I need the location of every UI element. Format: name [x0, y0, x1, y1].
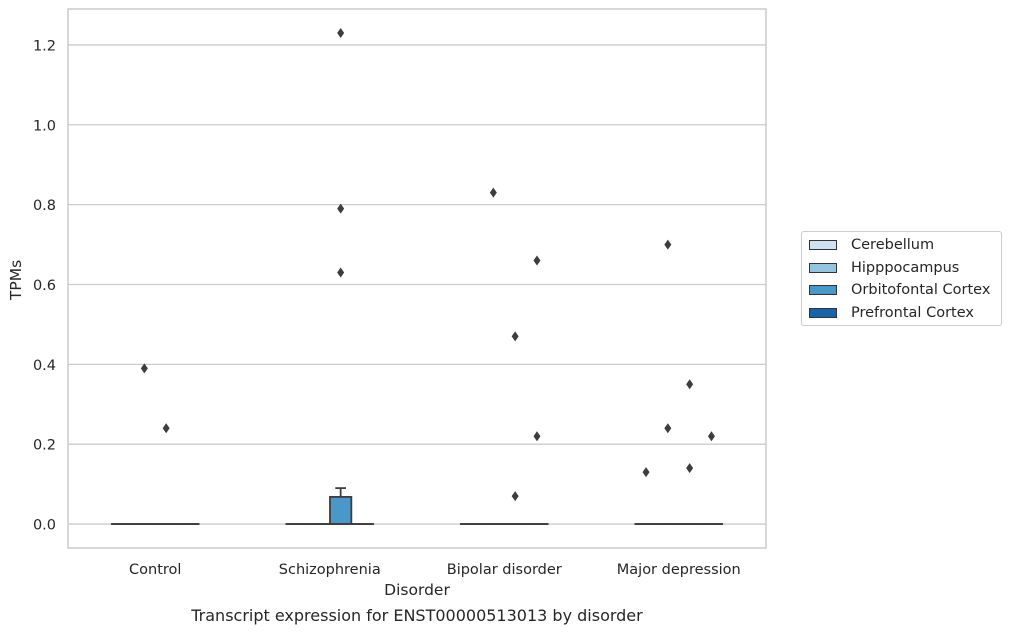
legend-label: Orbitofontal Cortex [851, 282, 991, 298]
legend: Cerebellum Hipppocampus Orbitofontal Corte… [801, 231, 1002, 326]
x-tick-label: Bipolar disorder [447, 562, 562, 578]
outlier-point [664, 423, 672, 434]
legend-label: Prefrontal Cortex [851, 304, 974, 321]
box [329, 495, 353, 525]
gridlines [68, 44, 766, 525]
outlier-point [642, 467, 650, 478]
y-tick-label: 1.0 [33, 118, 56, 134]
outlier-point [140, 363, 148, 374]
x-tick-label: Major depression [617, 562, 741, 578]
y-tick-label: 0.6 [33, 278, 56, 294]
box-plot [634, 467, 658, 525]
box-plots [110, 27, 724, 525]
outlier-point [533, 255, 541, 266]
legend-swatch [809, 285, 837, 295]
x-axis-label: Disorder [384, 581, 450, 599]
outlier-point [511, 331, 519, 342]
outlier-point [511, 491, 519, 502]
x-tick-labels: Control Schizophrenia Bipolar disorder Majo… [129, 562, 741, 578]
x-tick-label: Schizophrenia [279, 562, 381, 578]
box-plot [656, 239, 680, 525]
y-tick-labels: 0.0 0.2 0.4 0.6 0.8 1.0 1.2 [33, 38, 56, 533]
legend-swatch [809, 262, 837, 273]
outlier-point [686, 379, 694, 390]
outlier-point [707, 431, 715, 442]
box-plot [503, 331, 527, 525]
y-tick-label: 1.2 [33, 38, 56, 54]
legend-item: Hipppocampus [809, 258, 959, 278]
chart-caption: Transcript expression for ENST0000051301… [191, 606, 643, 625]
y-axis-label: TPMs [7, 260, 25, 301]
outlier-point [337, 27, 345, 38]
outlier-point [686, 463, 694, 474]
y-tick-label: 0.2 [33, 438, 56, 454]
box-plot [481, 187, 505, 525]
y-tick-label: 0.0 [33, 518, 56, 534]
box-plot [329, 27, 353, 525]
outlier-point [664, 239, 672, 250]
box-plot [678, 379, 702, 525]
legend-label: Cerebellum [851, 237, 935, 253]
legend-item: Orbitofontal Cortex [809, 280, 990, 300]
legend-item: Cerebellum [809, 235, 934, 255]
legend-swatch [809, 240, 837, 250]
outlier-point [162, 423, 170, 434]
plot-frame [67, 8, 767, 549]
outlier-point [533, 431, 541, 442]
box-plot [699, 431, 724, 525]
x-tick-label: Control [129, 562, 181, 578]
outlier-point [489, 187, 497, 198]
legend-label: Hipppocampus [851, 259, 960, 276]
box-plot [154, 423, 178, 525]
box-plot [525, 255, 549, 525]
legend-swatch [809, 307, 837, 318]
y-tick-label: 0.4 [33, 358, 56, 374]
outlier-point [337, 203, 345, 214]
legend-item: Prefrontal Cortex [809, 303, 974, 323]
y-tick-label: 0.8 [33, 198, 56, 214]
outlier-point [337, 267, 345, 278]
